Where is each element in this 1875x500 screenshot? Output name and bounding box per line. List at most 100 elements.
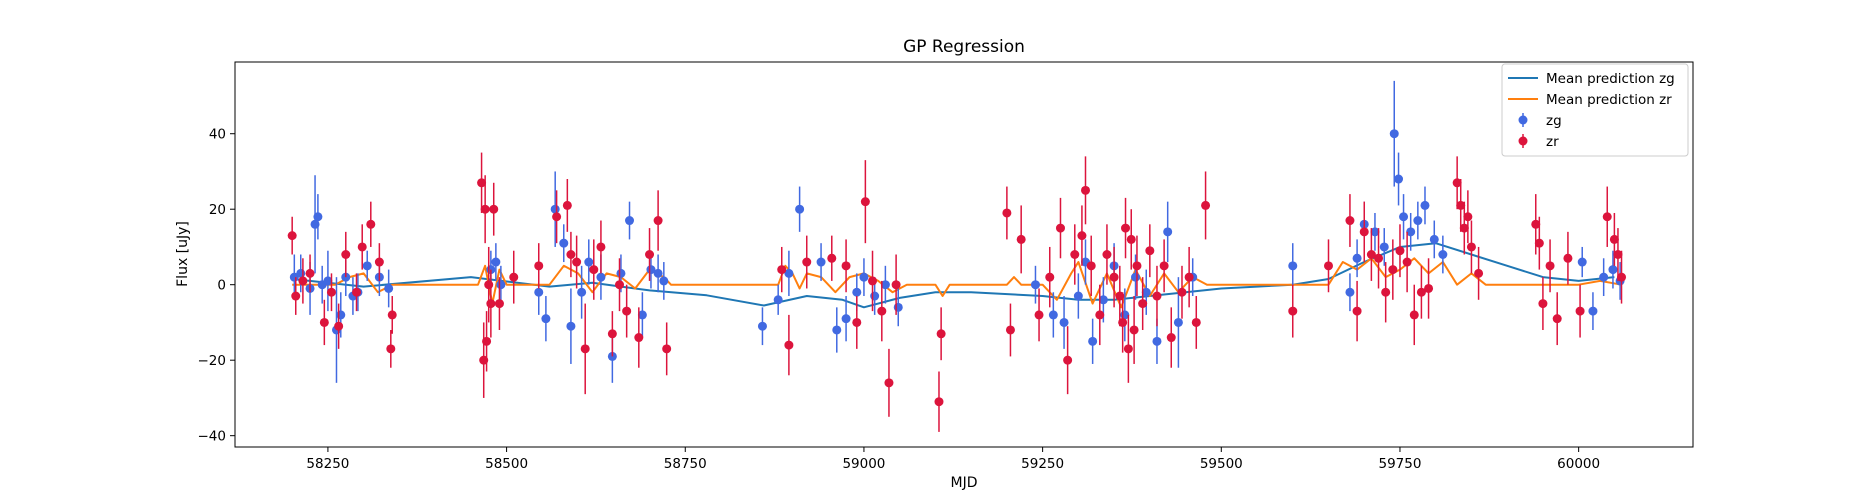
legend-swatch-zr-marker [1518, 136, 1528, 146]
data-point-zg [491, 257, 501, 267]
data-point-zr [1381, 287, 1391, 297]
data-point-zr [386, 344, 396, 354]
data-point-zg [1152, 336, 1162, 346]
data-point-zg [795, 204, 805, 214]
data-point-zg [832, 325, 842, 335]
data-point-zg [584, 257, 594, 267]
data-point-zg [1394, 174, 1404, 184]
data-point-zg [1141, 287, 1151, 297]
data-point-zg [1288, 261, 1298, 271]
data-point-zg [313, 212, 323, 222]
data-point-zr [480, 204, 490, 214]
data-point-zg [816, 257, 826, 267]
data-point-zg [550, 204, 560, 214]
data-point-zg [1379, 242, 1389, 252]
mean-prediction-line-zr [292, 257, 1622, 309]
data-point-zr [891, 280, 901, 290]
data-point-zr [1366, 250, 1376, 259]
legend-label-mean-zr: Mean prediction zr [1546, 92, 1672, 108]
data-point-zr [1374, 253, 1384, 263]
plot-area [234, 61, 1694, 448]
data-point-zg [1413, 216, 1423, 226]
data-point-zr [1095, 310, 1105, 320]
x-axis-ticks: 58250 58500 58750 59000 59250 59500 59750 60000 [306, 447, 1600, 472]
data-point-zg [1399, 212, 1409, 222]
data-point-zg [1599, 272, 1609, 282]
data-point-zr [366, 219, 376, 229]
y-tick-label: 0 [217, 278, 226, 294]
data-point-zr [1563, 253, 1573, 263]
data-point-zg [1406, 227, 1416, 237]
data-point-zg [577, 287, 587, 297]
data-point-zr [1177, 287, 1187, 297]
data-point-zr [1288, 306, 1298, 316]
observations [287, 80, 1627, 432]
data-point-zr [653, 216, 663, 226]
data-point-zr [341, 250, 351, 259]
chart-title: GP Regression [903, 37, 1025, 57]
data-point-zg [1429, 234, 1439, 244]
data-point-zr [1081, 185, 1090, 195]
y-tick-label: 20 [209, 202, 226, 218]
data-point-zr [1045, 272, 1055, 282]
y-axis-label: Flux [uJy] [175, 221, 191, 287]
data-point-zg [1438, 250, 1448, 259]
data-point-zr [1077, 231, 1087, 241]
data-point-zr [1129, 325, 1139, 335]
data-point-zg [1588, 306, 1598, 316]
data-point-zr [572, 257, 582, 267]
data-point-zr [645, 250, 655, 259]
data-point-zr [1086, 261, 1096, 271]
data-point-zr [852, 317, 862, 327]
data-point-zr [1063, 355, 1073, 365]
y-tick-label: −40 [198, 429, 227, 445]
data-point-zg [1163, 227, 1173, 237]
legend: Mean prediction zg Mean prediction zr zg… [1501, 63, 1689, 157]
data-point-zr [1609, 234, 1619, 244]
data-point-zr [1463, 212, 1473, 222]
data-point-zr [1602, 212, 1612, 222]
data-point-zr [484, 280, 494, 290]
data-point-zg [1345, 287, 1355, 297]
data-point-zg [841, 314, 851, 324]
data-point-zr [1613, 250, 1623, 259]
data-point-zr [615, 280, 625, 290]
data-point-zr [1466, 242, 1476, 252]
data-point-zr [534, 261, 544, 271]
data-point-zr [1201, 200, 1211, 210]
data-point-zr [589, 265, 599, 275]
data-point-zr [1070, 250, 1080, 259]
data-point-zr [1575, 306, 1585, 316]
data-point-zg [852, 287, 862, 297]
data-point-zg [362, 261, 372, 271]
y-tick-label: −20 [198, 353, 227, 369]
data-point-zr [1324, 261, 1333, 271]
data-point-zr [634, 333, 644, 343]
x-tick-label: 60000 [1557, 456, 1600, 472]
data-point-zg [384, 283, 394, 293]
data-point-zr [1123, 344, 1133, 354]
data-point-zg [1173, 317, 1183, 327]
data-point-zr [509, 272, 519, 282]
data-point-zg [1030, 280, 1040, 290]
x-tick-label: 59750 [1378, 456, 1421, 472]
data-point-zr [387, 310, 397, 320]
data-point-zg [1577, 257, 1587, 267]
data-point-zr [1126, 234, 1136, 244]
data-point-zg [541, 314, 551, 324]
data-point-zg [880, 280, 890, 290]
data-point-zr [884, 378, 894, 388]
data-point-zg [1608, 265, 1618, 275]
data-point-zg [296, 268, 306, 278]
data-point-zr [1552, 314, 1562, 324]
data-point-zg [1131, 272, 1141, 282]
data-point-zr [352, 287, 361, 297]
data-point-zr [566, 250, 576, 259]
data-point-zg [559, 238, 569, 248]
legend-swatch-zg-marker [1518, 115, 1528, 125]
data-point-zr [1002, 208, 1012, 218]
data-point-zr [802, 257, 812, 267]
data-point-zr [662, 344, 672, 354]
data-point-zg [646, 265, 656, 275]
